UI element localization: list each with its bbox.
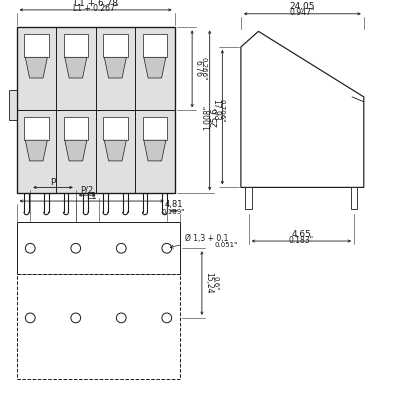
Text: 0.706": 0.706" (218, 99, 224, 122)
Polygon shape (65, 140, 87, 161)
Text: 0.189": 0.189" (162, 209, 185, 215)
Text: 4,81: 4,81 (164, 200, 183, 210)
Text: 17,93: 17,93 (211, 100, 220, 121)
Bar (64, 117, 88, 140)
Bar (24, 34, 49, 57)
Circle shape (117, 243, 126, 253)
Circle shape (25, 243, 35, 253)
Text: 0.947": 0.947" (290, 8, 315, 17)
Bar (64, 34, 88, 57)
Circle shape (71, 313, 81, 323)
Text: 4,65: 4,65 (292, 230, 311, 239)
Circle shape (25, 313, 35, 323)
Text: 0,6": 0,6" (213, 276, 218, 290)
Circle shape (117, 313, 126, 323)
Polygon shape (241, 31, 364, 187)
Bar (143, 117, 167, 140)
Text: 1.008": 1.008" (203, 105, 212, 130)
Text: L1 + 0.267": L1 + 0.267" (73, 4, 118, 14)
Text: 0.266": 0.266" (201, 57, 207, 80)
Bar (9, 90, 17, 120)
Text: L1: L1 (87, 192, 97, 201)
Polygon shape (25, 57, 47, 78)
Polygon shape (104, 57, 126, 78)
Bar (17, 274, 181, 378)
Text: Ø 1,3 + 0,1: Ø 1,3 + 0,1 (170, 234, 229, 248)
Text: 15,24: 15,24 (204, 272, 213, 294)
Text: P: P (50, 178, 56, 187)
Text: 0.183": 0.183" (289, 236, 314, 244)
Bar (103, 117, 128, 140)
Bar (143, 34, 167, 57)
Text: P/2: P/2 (81, 186, 94, 195)
Text: L1 + 6,78: L1 + 6,78 (73, 0, 118, 8)
Text: 0.051": 0.051" (214, 242, 238, 248)
Polygon shape (25, 140, 47, 161)
Polygon shape (144, 140, 166, 161)
Text: 6.76: 6.76 (194, 60, 203, 77)
Polygon shape (144, 57, 166, 78)
Polygon shape (104, 140, 126, 161)
Circle shape (71, 243, 81, 253)
Bar (351, 187, 357, 209)
Bar (17, 28, 175, 193)
Text: 24,05: 24,05 (290, 2, 315, 12)
Bar (17, 222, 181, 274)
Circle shape (162, 313, 172, 323)
Bar (24, 117, 49, 140)
Text: 25,6: 25,6 (210, 107, 219, 127)
Bar (103, 34, 128, 57)
Bar (245, 187, 252, 209)
Polygon shape (65, 57, 87, 78)
Circle shape (162, 243, 172, 253)
Bar (17, 28, 175, 193)
